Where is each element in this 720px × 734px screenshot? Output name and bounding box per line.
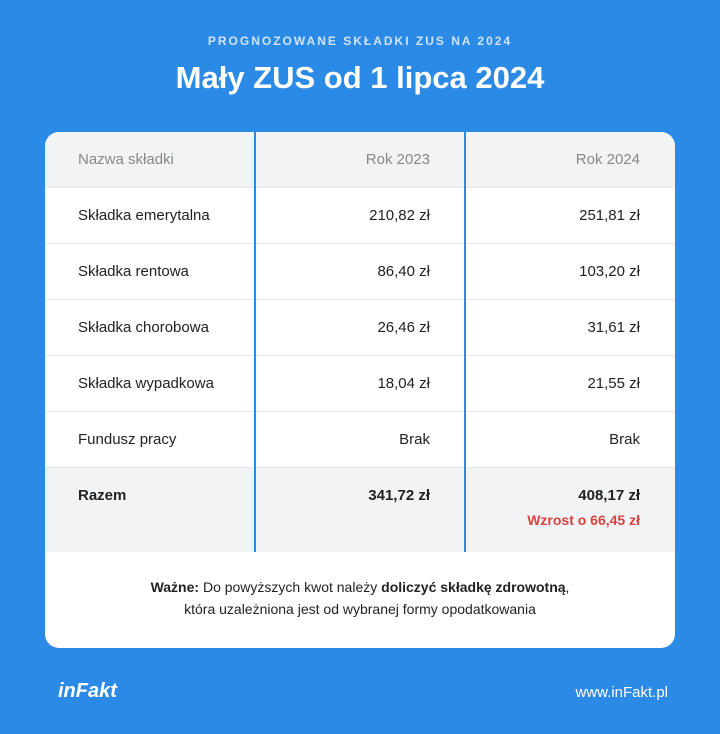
table-cell: Składka rentowa	[78, 263, 189, 280]
column-header: Rok 2024	[575, 151, 640, 168]
table-cell: 18,04 zł	[377, 375, 430, 392]
table-cell: 251,81 zł	[579, 207, 640, 224]
column-divider	[464, 132, 466, 552]
table-cell: Brak	[609, 431, 640, 448]
total-row: Razem 341,72 zł 408,17 zł Wzrost o 66,45…	[45, 468, 675, 552]
column-header: Rok 2023	[365, 151, 430, 168]
table-card: Nazwa składki Rok 2023 Rok 2024 Składka …	[45, 132, 675, 648]
table-cell: 103,20 zł	[579, 263, 640, 280]
table-cell: 26,46 zł	[377, 319, 430, 336]
table-cell: Fundusz pracy	[78, 431, 177, 448]
table-cell: Składka emerytalna	[78, 207, 210, 224]
table-cell: 31,61 zł	[587, 319, 640, 336]
table-row: Składka wypadkowa 18,04 zł 21,55 zł	[45, 356, 675, 412]
table-cell: Składka chorobowa	[78, 319, 209, 336]
table-row: Składka emerytalna 210,82 zł 251,81 zł	[45, 188, 675, 244]
table-cell: 21,55 zł	[587, 375, 640, 392]
subtitle: PROGNOZOWANE SKŁADKI ZUS NA 2024	[207, 34, 513, 48]
table-cell: 210,82 zł	[369, 207, 430, 224]
note-text: która uzależniona jest od wybranej formy…	[184, 601, 536, 617]
note-text: Do powyższych kwot należy	[202, 579, 378, 595]
column-divider	[254, 132, 256, 552]
total-value: 408,17 zł	[578, 487, 640, 504]
table-row: Składka rentowa 86,40 zł 103,20 zł	[45, 244, 675, 300]
total-label: Razem	[78, 487, 127, 504]
table-row: Składka chorobowa 26,46 zł 31,61 zł	[45, 300, 675, 356]
table-row: Fundusz pracy Brak Brak	[45, 412, 675, 468]
url: www.inFakt.pl	[575, 684, 668, 701]
table-cell: Brak	[399, 431, 430, 448]
total-value: 341,72 zł	[368, 487, 430, 504]
total-change: Wzrost o 66,45 zł	[527, 512, 640, 528]
table-cell: Składka wypadkowa	[78, 375, 214, 392]
table-cell: 86,40 zł	[377, 263, 430, 280]
header-row: Nazwa składki Rok 2023 Rok 2024	[45, 132, 675, 188]
title: Mały ZUS od 1 lipca 2024	[175, 60, 545, 95]
column-header: Nazwa składki	[78, 151, 174, 168]
logo: inFakt	[58, 680, 117, 702]
note-bold: doliczyć składkę zdrowotną	[381, 579, 566, 595]
note: Ważne: Do powyższych kwot należy doliczy…	[45, 576, 675, 620]
note-bold: Ważne:	[150, 579, 200, 595]
note-text: ,	[565, 579, 570, 595]
